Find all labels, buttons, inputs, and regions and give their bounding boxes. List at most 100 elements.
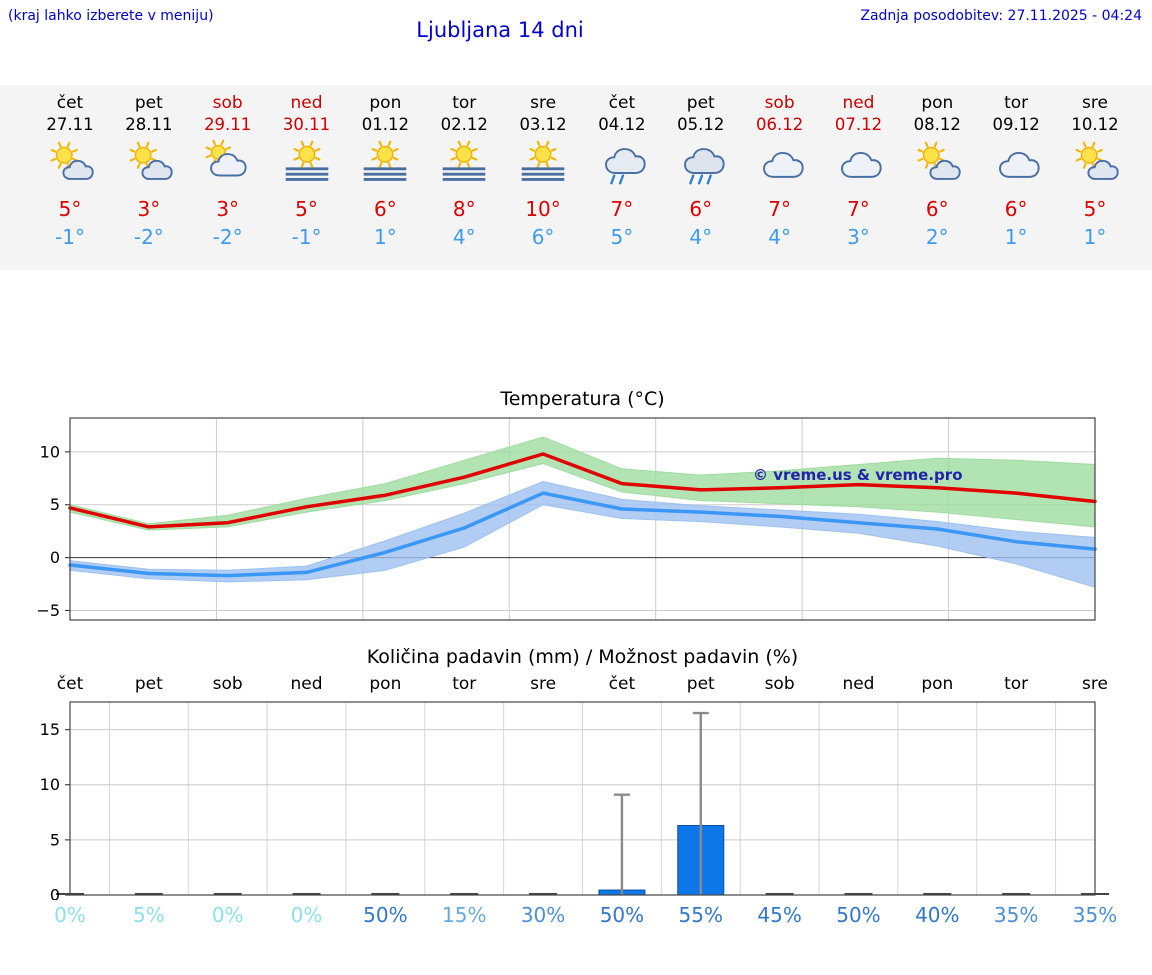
temperature-chart: −5 0 5 10 © vreme.us & vreme.pro bbox=[36, 417, 1097, 621]
day-name: pon bbox=[369, 93, 402, 113]
day-date: 08.12 bbox=[913, 115, 961, 134]
forecast-day-03.12[interactable]: sre 03.12 10° 6° bbox=[503, 85, 583, 251]
temp-max: 5° bbox=[295, 197, 318, 221]
day-name: čet bbox=[608, 93, 636, 113]
temp-min: 4° bbox=[768, 225, 791, 249]
temp-min: 1° bbox=[1083, 225, 1107, 249]
precip-day-label: pet bbox=[686, 674, 715, 694]
forecast-day-02.12[interactable]: tor 02.12 8° 4° bbox=[424, 85, 504, 251]
page-title: Ljubljana 14 dni bbox=[416, 18, 584, 42]
precip-probability: 5% bbox=[132, 903, 165, 927]
precip-probability: 35% bbox=[1072, 903, 1118, 927]
precip-probability: 0% bbox=[290, 903, 323, 927]
forecast-day-05.12[interactable]: pet 05.12 6° 4° bbox=[661, 85, 741, 251]
day-name: ned bbox=[842, 93, 875, 113]
day-date: 10.12 bbox=[1071, 115, 1119, 134]
precipitation-chart: 0 5 10 15 bbox=[40, 701, 1109, 901]
svg-text:5: 5 bbox=[50, 830, 60, 849]
day-name: tor bbox=[452, 93, 477, 113]
partly-sunny-icon bbox=[1055, 139, 1135, 189]
forecast-day-07.12[interactable]: ned 07.12 7° 3° bbox=[818, 85, 898, 251]
day-name: sob bbox=[212, 93, 243, 113]
watermark: © vreme.us & vreme.pro bbox=[753, 466, 963, 484]
precip-day-label: sob bbox=[764, 674, 795, 694]
day-name: sob bbox=[764, 93, 795, 113]
temp-min: -2° bbox=[212, 225, 243, 249]
day-name: pon bbox=[921, 93, 954, 113]
rain-heavy-icon bbox=[661, 139, 741, 189]
temp-max: 6° bbox=[689, 197, 713, 221]
forecast-day-01.12[interactable]: pon 01.12 6° 1° bbox=[345, 85, 425, 251]
temp-min: 4° bbox=[689, 225, 713, 249]
fog-sun-icon bbox=[267, 139, 347, 189]
svg-text:15: 15 bbox=[40, 720, 60, 739]
temp-min: 6° bbox=[531, 225, 555, 249]
precip-day-label: sob bbox=[212, 674, 243, 694]
cloud-sun-icon bbox=[188, 139, 268, 189]
forecast-day-30.11[interactable]: ned 30.11 5° -1° bbox=[267, 85, 347, 251]
precip-day-label: čet bbox=[56, 674, 84, 694]
forecast-day-08.12[interactable]: pon 08.12 6° 2° bbox=[897, 85, 977, 251]
precip-day-label: čet bbox=[608, 674, 636, 694]
partly-sunny-icon bbox=[109, 139, 189, 189]
precip-day-label: ned bbox=[842, 674, 875, 694]
cloudy-icon bbox=[818, 139, 898, 189]
precip-probability: 45% bbox=[757, 903, 802, 927]
temp-max: 7° bbox=[768, 197, 791, 221]
temp-max: 7° bbox=[847, 197, 870, 221]
precip-day-labels: čet pet sob ned pon tor sre čet pet sob ned pon tor s… bbox=[0, 674, 1152, 700]
forecast-day-10.12[interactable]: sre 10.12 5° 1° bbox=[1055, 85, 1135, 251]
temp-max: 5° bbox=[1083, 197, 1107, 221]
forecast-strip: čet 27.11 5° -1° pet 28.11 3° -2° sob 29.11 3° -2° n… bbox=[0, 85, 1152, 270]
day-date: 30.11 bbox=[282, 115, 331, 134]
svg-text:0: 0 bbox=[50, 886, 60, 901]
temp-max: 6° bbox=[374, 197, 397, 221]
day-date: 03.12 bbox=[519, 115, 567, 134]
day-name: pet bbox=[134, 93, 163, 113]
precip-probability: 0% bbox=[54, 903, 86, 927]
temp-min: -2° bbox=[133, 225, 164, 249]
day-date: 29.11 bbox=[204, 115, 252, 134]
day-name: sre bbox=[530, 93, 557, 113]
temp-max: 7° bbox=[610, 197, 634, 221]
fog-sun-icon bbox=[345, 139, 425, 189]
day-name: ned bbox=[290, 93, 323, 113]
forecast-day-27.11[interactable]: čet 27.11 5° -1° bbox=[30, 85, 110, 251]
day-date: 09.12 bbox=[992, 115, 1040, 134]
forecast-day-06.12[interactable]: sob 06.12 7° 4° bbox=[740, 85, 820, 251]
svg-text:−5: −5 bbox=[36, 601, 60, 620]
forecast-day-29.11[interactable]: sob 29.11 3° -2° bbox=[188, 85, 268, 251]
fog-sun-icon bbox=[503, 139, 583, 189]
precip-probability: 50% bbox=[363, 903, 408, 927]
forecast-day-28.11[interactable]: pet 28.11 3° -2° bbox=[109, 85, 189, 251]
svg-text:10: 10 bbox=[40, 442, 60, 461]
day-date: 27.11 bbox=[46, 115, 94, 134]
temp-max: 6° bbox=[1004, 197, 1028, 221]
day-date: 04.12 bbox=[598, 115, 646, 134]
svg-text:5: 5 bbox=[50, 495, 60, 514]
day-date: 05.12 bbox=[677, 115, 725, 134]
location-menu-hint: (kraj lahko izberete v meniju) bbox=[8, 8, 214, 24]
precip-probability: 40% bbox=[915, 903, 960, 927]
forecast-day-04.12[interactable]: čet 04.12 7° 5° bbox=[582, 85, 662, 251]
precip-probability: 15% bbox=[441, 903, 487, 927]
forecast-day-09.12[interactable]: tor 09.12 6° 1° bbox=[976, 85, 1056, 251]
svg-text:0: 0 bbox=[50, 548, 60, 567]
temp-max: 6° bbox=[925, 197, 949, 221]
precip-probability: 0% bbox=[211, 903, 244, 927]
temp-min: -1° bbox=[291, 225, 322, 249]
day-date: 07.12 bbox=[834, 115, 883, 134]
temp-min: 2° bbox=[925, 225, 949, 249]
temp-min: -1° bbox=[55, 225, 85, 249]
temp-min: 5° bbox=[610, 225, 634, 249]
fog-sun-icon bbox=[424, 139, 504, 189]
max-temp-line bbox=[68, 452, 1097, 529]
day-date: 06.12 bbox=[755, 115, 804, 134]
temperature-chart-title: Temperatura (°C) bbox=[500, 388, 665, 410]
temp-min: 1° bbox=[374, 225, 397, 249]
cloudy-icon bbox=[740, 139, 820, 189]
day-date: 01.12 bbox=[361, 115, 409, 134]
precip-probability: 30% bbox=[520, 903, 566, 927]
day-name: čet bbox=[56, 93, 84, 113]
svg-text:10: 10 bbox=[40, 775, 60, 794]
